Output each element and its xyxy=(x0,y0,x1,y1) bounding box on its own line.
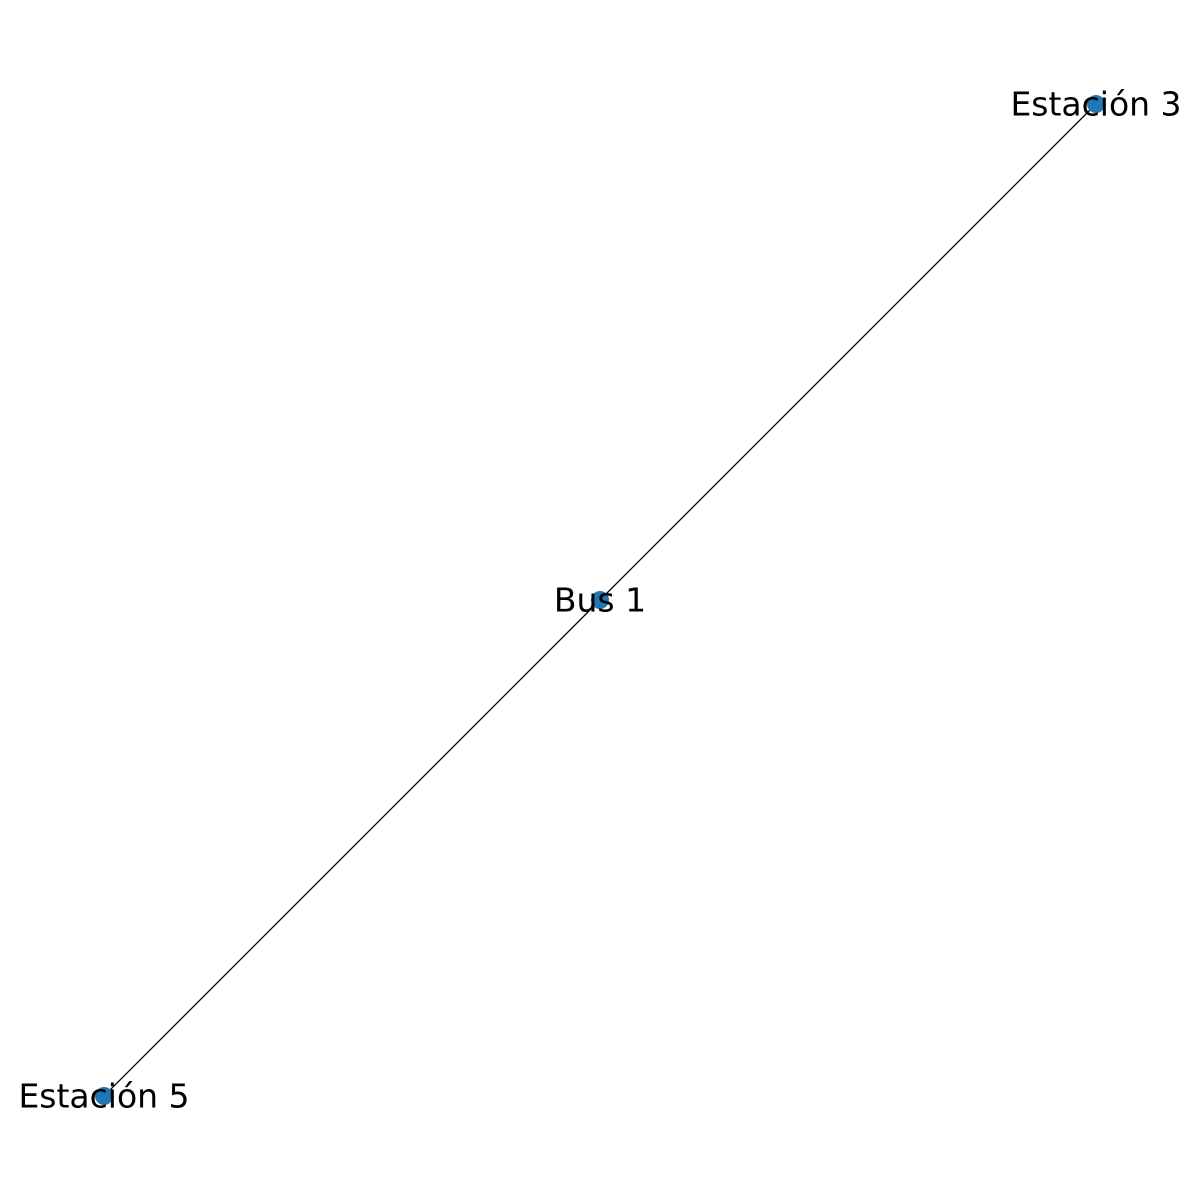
node-bus-1 xyxy=(591,591,609,609)
node-label-estacion-3: Estación 3 xyxy=(1010,85,1181,124)
label-layer: Estación 3 Bus 1 Estación 5 xyxy=(18,85,1181,1116)
node-layer xyxy=(95,95,1105,1105)
node-label-estacion-5: Estación 5 xyxy=(18,1077,189,1116)
node-estacion-3 xyxy=(1087,95,1105,113)
edge-bus-1-estacion-3 xyxy=(599,103,1097,601)
node-label-bus-1: Bus 1 xyxy=(554,581,646,620)
edge-layer xyxy=(103,103,1097,1097)
edge-bus-1-estacion-5 xyxy=(103,599,601,1097)
node-estacion-5 xyxy=(95,1087,113,1105)
